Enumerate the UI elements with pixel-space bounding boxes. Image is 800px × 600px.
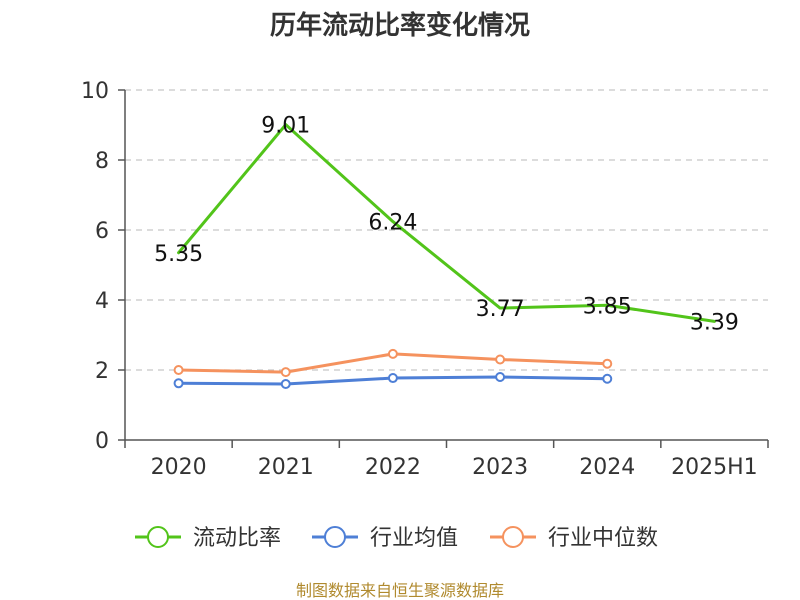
legend-label: 行业中位数 xyxy=(548,526,658,551)
y-tick-label: 8 xyxy=(95,149,109,174)
series-point xyxy=(387,348,398,359)
data-label: 5.35 xyxy=(154,242,203,267)
series-point xyxy=(173,365,184,375)
data-label: 3.85 xyxy=(583,294,632,319)
data-label: 3.39 xyxy=(690,310,739,335)
series-point xyxy=(602,373,613,384)
data-label: 6.24 xyxy=(368,211,417,236)
series-point xyxy=(387,373,398,384)
x-tick-label: 2024 xyxy=(579,455,635,480)
legend-marker xyxy=(502,526,524,548)
legend-item: 行业中位数 xyxy=(490,526,658,551)
legend: 流动比率 行业均值 行业中位数 xyxy=(135,526,658,551)
legend-item: 流动比率 xyxy=(135,526,281,551)
x-tick-label: 2025H1 xyxy=(671,455,758,480)
series-point xyxy=(495,354,506,365)
series-point xyxy=(495,372,506,382)
series-layer xyxy=(173,123,716,389)
axis-layer: 0 2 4 6 8 10 2020 2021 2022 2023 2024 2025H1 xyxy=(81,79,769,480)
legend-label: 流动比率 xyxy=(193,526,281,551)
grid-layer xyxy=(125,89,768,371)
data-label: 9.01 xyxy=(261,114,310,139)
data-label: 3.77 xyxy=(476,297,525,322)
x-tick-label: 2022 xyxy=(365,455,421,480)
legend-label: 行业均值 xyxy=(370,526,458,551)
legend-marker xyxy=(147,526,169,548)
x-tick-label: 2021 xyxy=(258,455,314,480)
series-point xyxy=(280,379,291,389)
series-line-0 xyxy=(177,123,716,323)
y-tick-label: 2 xyxy=(95,359,109,384)
chart-title: 历年流动比率变化情况 xyxy=(270,10,530,41)
y-tick-label: 10 xyxy=(81,79,109,104)
legend-marker xyxy=(324,526,346,548)
legend-item: 行业均值 xyxy=(312,526,458,551)
x-tick-label: 2020 xyxy=(151,455,207,480)
series-point xyxy=(602,358,613,369)
y-tick-label: 6 xyxy=(95,219,109,244)
data-label-layer: 5.35 9.01 6.24 3.77 3.85 3.39 xyxy=(154,114,739,336)
y-tick-label: 4 xyxy=(95,289,109,314)
series-point xyxy=(280,367,291,378)
data-source-footer: 制图数据来自恒生聚源数据库 xyxy=(296,581,504,600)
y-tick-label: 0 xyxy=(95,429,109,454)
series-point xyxy=(173,378,184,389)
x-tick-label: 2023 xyxy=(472,455,528,480)
